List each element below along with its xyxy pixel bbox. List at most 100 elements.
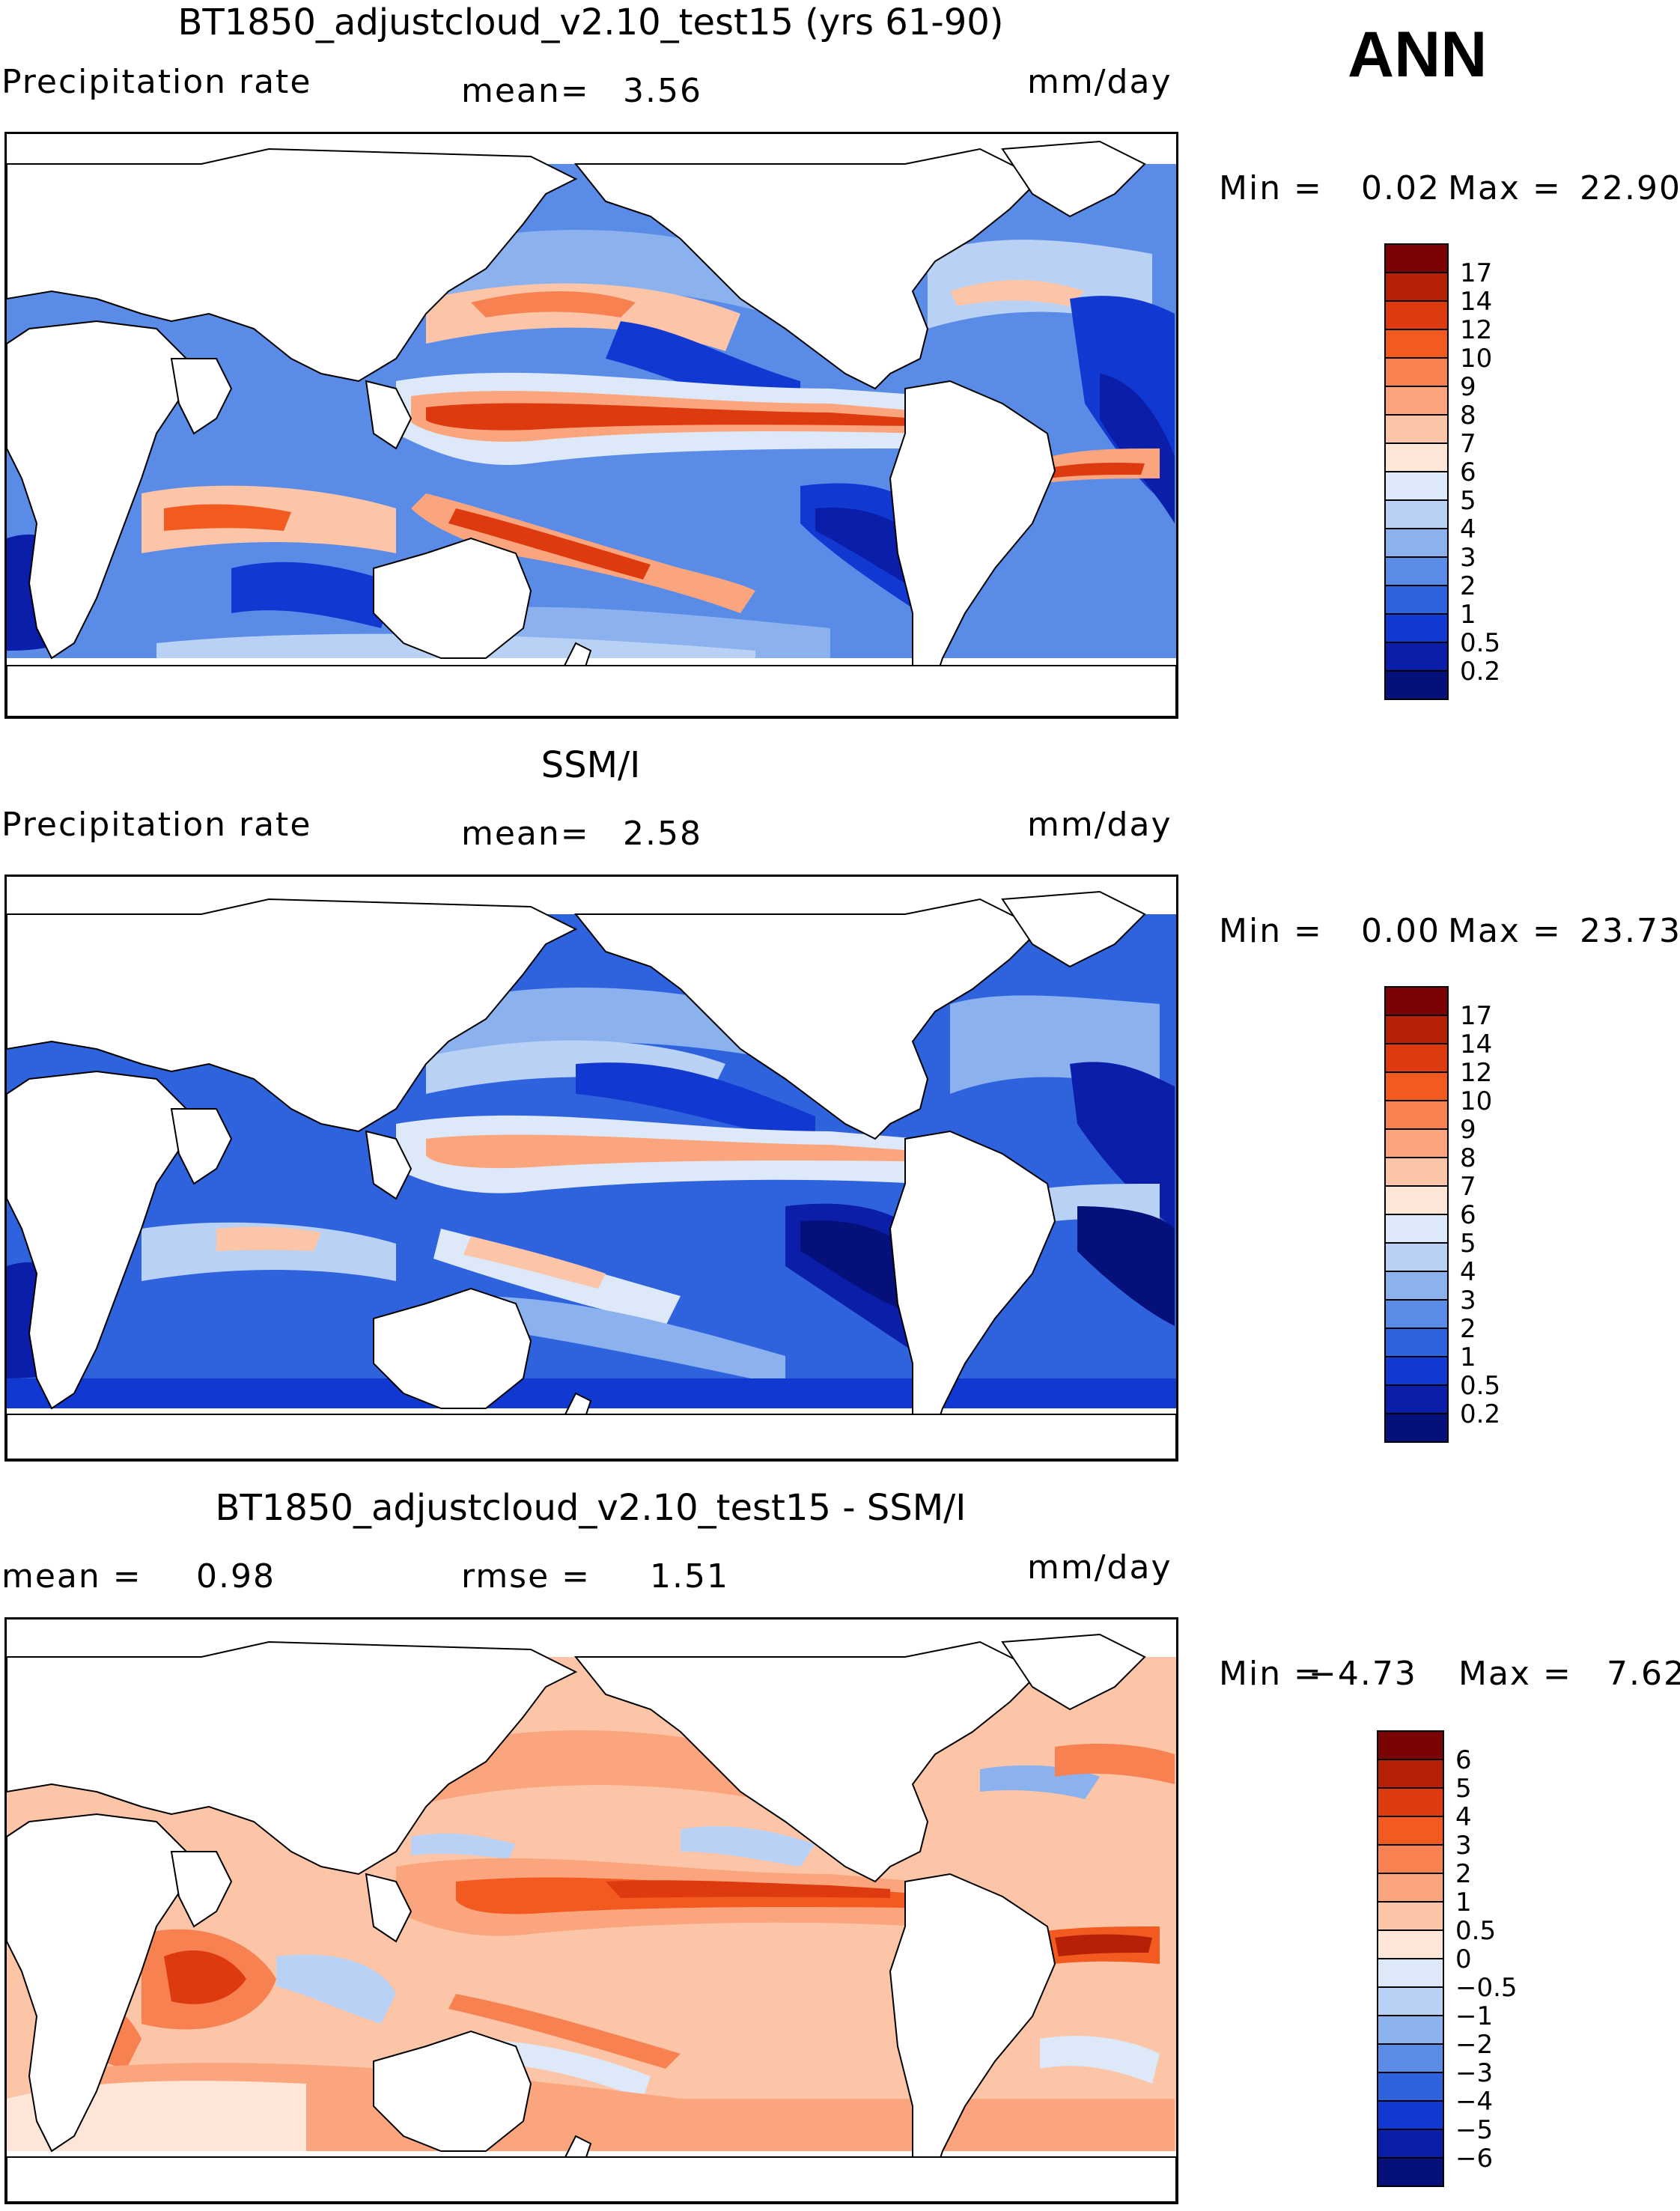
colorbar-tick-label: 10 — [1460, 1086, 1492, 1116]
colorbar-tick-label: 7 — [1460, 429, 1476, 459]
colorbar-tick-label: 9 — [1460, 1115, 1476, 1145]
map-model — [4, 132, 1178, 719]
colorbar-swatch — [1377, 1844, 1444, 1874]
colorbar-swatch — [1377, 1759, 1444, 1789]
colorbar-swatch — [1384, 1100, 1449, 1130]
mean-value: 2.58 — [623, 815, 702, 853]
panel-title: BT1850_adjustcloud_v2.10_test15 (yrs 61-… — [177, 1, 1004, 43]
max-value: 7.62 — [1607, 1655, 1680, 1693]
colorbar-tick-label: 4 — [1460, 514, 1476, 544]
colorbar-tick-label: 6 — [1455, 1745, 1472, 1775]
units-label: mm/day — [1027, 1548, 1172, 1587]
season-label: ANN — [1348, 19, 1488, 91]
colorbar-swatch — [1384, 414, 1449, 444]
colorbar-diff: 6 5 4 3 2 1 0.5 0 −0.5 −1 −2 −3 −4 −5 −6 — [1372, 1730, 1530, 2195]
colorbar-tick-label: 5 — [1455, 1774, 1472, 1804]
mean-value: 0.98 — [196, 1557, 276, 1596]
colorbar-obs: 17 14 12 10 9 8 7 6 5 4 3 2 1 0.5 0.2 — [1381, 986, 1530, 1451]
colorbar-tick-label: 12 — [1460, 315, 1492, 345]
rmse-value: 1.51 — [650, 1557, 729, 1596]
colorbar-swatch — [1384, 300, 1449, 330]
colorbar-tick-label: 4 — [1455, 1802, 1472, 1832]
units-label: mm/day — [1027, 806, 1172, 844]
colorbar-tick-label: 6 — [1460, 457, 1476, 487]
colorbar-swatch — [1377, 2157, 1444, 2187]
colorbar-swatch — [1384, 357, 1449, 387]
min-value: −4.73 — [1309, 1655, 1417, 1693]
colorbar-tick-label: 10 — [1460, 344, 1492, 374]
colorbar-swatch — [1384, 1271, 1449, 1301]
colorbar-swatch — [1377, 1873, 1444, 1903]
land-masses — [7, 1620, 1176, 2202]
colorbar-swatch — [1377, 2100, 1444, 2130]
colorbar-tick-label: 1 — [1455, 1888, 1472, 1917]
colorbar-tick-label: 5 — [1460, 1229, 1476, 1259]
colorbar-swatch — [1384, 1299, 1449, 1329]
colorbar-tick-label: 17 — [1460, 258, 1492, 288]
mean-label: mean = — [1, 1557, 142, 1596]
map-obs — [4, 875, 1178, 1462]
colorbar-tick-label: 0.5 — [1455, 1916, 1496, 1946]
units-label: mm/day — [1027, 63, 1172, 101]
colorbar-tick-label: 7 — [1460, 1172, 1476, 1202]
colorbar-swatch — [1384, 1043, 1449, 1073]
colorbar-swatch — [1377, 1958, 1444, 1988]
colorbar-tick-label: 12 — [1460, 1058, 1492, 1088]
colorbar-swatch — [1384, 499, 1449, 529]
colorbar-tick-label: 0.2 — [1460, 657, 1500, 687]
colorbar-tick-label: 14 — [1460, 287, 1492, 317]
colorbar-swatch — [1384, 1214, 1449, 1244]
colorbar-swatch — [1377, 2129, 1444, 2159]
colorbar-tick-label: 6 — [1460, 1200, 1476, 1230]
panel-title: BT1850_adjustcloud_v2.10_test15 - SSM/I — [215, 1487, 967, 1529]
colorbar-tick-label: 2 — [1455, 1859, 1472, 1889]
colorbar-tick-label: 1 — [1460, 600, 1476, 630]
colorbar-tick-label: 0.5 — [1460, 1371, 1500, 1401]
variable-label: Precipitation rate — [1, 63, 312, 101]
colorbar-swatch — [1384, 1384, 1449, 1414]
colorbar-swatch — [1377, 1986, 1444, 2016]
colorbar-swatch — [1384, 272, 1449, 302]
min-label: Min = — [1219, 1655, 1323, 1693]
min-label: Min = — [1219, 169, 1323, 207]
land-masses — [7, 877, 1176, 1459]
colorbar-swatch — [1384, 1015, 1449, 1044]
colorbar-tick-label: 2 — [1460, 1314, 1476, 1344]
colorbar-swatch — [1384, 642, 1449, 672]
colorbar-swatch — [1384, 1327, 1449, 1357]
colorbar-tick-label: 14 — [1460, 1030, 1492, 1059]
colorbar-tick-label: 0.5 — [1460, 628, 1500, 658]
colorbar-swatch — [1384, 670, 1449, 700]
colorbar-swatch — [1384, 986, 1449, 1016]
colorbar-swatch — [1384, 1242, 1449, 1272]
colorbar-swatch — [1384, 1157, 1449, 1187]
colorbar-tick-label: 0.2 — [1460, 1399, 1500, 1429]
colorbar-tick-label: 8 — [1460, 1143, 1476, 1173]
colorbar-swatch — [1377, 1816, 1444, 1846]
colorbar-swatch — [1384, 329, 1449, 359]
colorbar-swatch — [1377, 2043, 1444, 2073]
rmse-label: rmse = — [461, 1557, 591, 1596]
colorbar-swatch — [1384, 1185, 1449, 1215]
colorbar-tick-label: 4 — [1460, 1257, 1476, 1287]
max-label: Max = — [1448, 912, 1562, 950]
colorbar-tick-label: −1 — [1455, 2001, 1493, 2031]
colorbar-model: 17 14 12 10 9 8 7 6 5 4 3 2 1 0.5 0.2 — [1381, 243, 1530, 708]
colorbar-swatch — [1384, 386, 1449, 416]
mean-value: 3.56 — [623, 72, 702, 110]
colorbar-swatch — [1384, 613, 1449, 643]
min-value: 0.02 — [1361, 169, 1440, 207]
max-value: 22.90 — [1580, 169, 1680, 207]
colorbar-tick-label: 17 — [1460, 1001, 1492, 1031]
colorbar-tick-label: −6 — [1455, 2144, 1493, 2174]
colorbar-tick-label: 3 — [1455, 1831, 1472, 1861]
colorbar-tick-label: 3 — [1460, 543, 1476, 573]
colorbar-swatch — [1377, 2072, 1444, 2102]
colorbar-swatch — [1377, 1929, 1444, 1959]
min-label: Min = — [1219, 912, 1323, 950]
colorbar-swatch — [1384, 471, 1449, 501]
map-diff — [4, 1617, 1178, 2204]
ocean-field — [7, 164, 1176, 658]
colorbar-swatch — [1384, 1413, 1449, 1443]
colorbar-swatch — [1377, 1787, 1444, 1817]
